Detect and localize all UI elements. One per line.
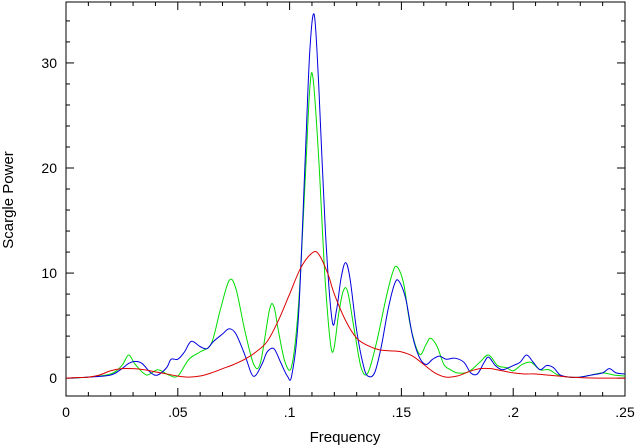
plot-frame <box>65 1 626 397</box>
y-tick-label: 30 <box>41 55 57 71</box>
x-tick-label: 0 <box>62 404 70 420</box>
y-tick-label: 20 <box>41 160 57 176</box>
y-tick-label: 0 <box>49 370 57 386</box>
series-lines <box>65 13 626 381</box>
x-axis-title: Frequency <box>310 429 381 446</box>
x-tick-label: .15 <box>392 404 412 420</box>
x-tick-label: .1 <box>284 404 296 420</box>
tick-labels: 0 .05 .1 .15 .2 .25 0 10 20 30 <box>41 55 635 420</box>
series-line-2 <box>65 13 626 381</box>
series-line-3 <box>65 251 626 379</box>
x-tick-label: .2 <box>507 404 519 420</box>
x-tick-label: .05 <box>168 404 188 420</box>
axis-ticks <box>65 2 626 396</box>
series-line-1 <box>65 72 626 379</box>
y-tick-label: 10 <box>41 265 57 281</box>
x-tick-label: .25 <box>615 404 635 420</box>
y-axis-title: Scargle Power <box>0 151 17 249</box>
